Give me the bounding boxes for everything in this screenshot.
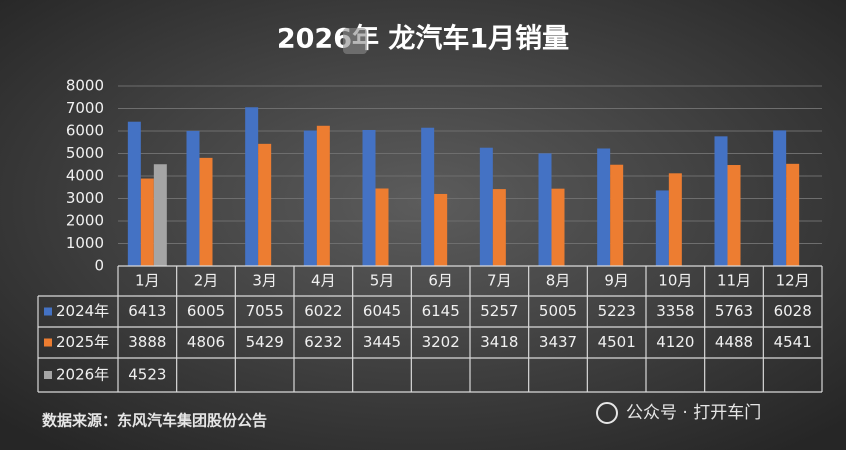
table-value: 4541 (774, 333, 812, 351)
bar (727, 165, 741, 266)
bar (597, 148, 611, 266)
y-tick-label: 6000 (66, 122, 104, 140)
legend-swatch (44, 338, 52, 347)
table-value: 4523 (128, 366, 166, 384)
bar (434, 193, 448, 266)
legend-label: 2025年 (56, 333, 109, 351)
y-tick-label: 1000 (66, 234, 104, 252)
bar (421, 127, 435, 266)
bar (375, 188, 389, 266)
table-value: 4120 (656, 333, 694, 351)
bar (610, 164, 624, 266)
x-tick-label: 11月 (717, 272, 751, 290)
table-value: 3358 (656, 302, 694, 320)
bar (655, 190, 669, 266)
table-value: 6028 (774, 302, 812, 320)
x-tick-label: 6月 (428, 272, 453, 290)
table-value: 3437 (539, 333, 577, 351)
table-value: 6145 (422, 302, 460, 320)
bar (153, 164, 167, 266)
bar (714, 136, 728, 266)
table-value: 4488 (715, 333, 753, 351)
table-value: 5005 (539, 302, 577, 320)
y-tick-label: 7000 (66, 99, 104, 117)
y-tick-label: 4000 (66, 167, 104, 185)
bar (186, 130, 200, 266)
bar (258, 143, 272, 266)
x-tick-label: 12月 (776, 272, 810, 290)
table-value: 6022 (304, 302, 342, 320)
bar (245, 107, 259, 266)
blur-patch (343, 28, 367, 54)
x-tick-label: 9月 (604, 272, 629, 290)
bar (538, 153, 552, 266)
table-value: 6413 (128, 302, 166, 320)
x-tick-label: 3月 (252, 272, 277, 290)
bar (773, 130, 787, 266)
table-value: 6005 (187, 302, 225, 320)
y-tick-label: 2000 (66, 212, 104, 230)
watermark: 公众号 · 打开车门 (626, 403, 761, 423)
bar (492, 189, 506, 266)
table-value: 7055 (246, 302, 284, 320)
y-tick-label: 0 (94, 257, 104, 275)
bar (479, 147, 493, 266)
bar (786, 163, 800, 266)
x-tick-label: 1月 (135, 272, 160, 290)
wechat-icon (596, 402, 618, 424)
y-tick-label: 5000 (66, 144, 104, 162)
x-tick-label: 4月 (311, 272, 336, 290)
y-tick-label: 3000 (66, 189, 104, 207)
table-value: 3445 (363, 333, 401, 351)
table-value: 5257 (480, 302, 518, 320)
x-tick-label: 8月 (546, 272, 571, 290)
table-value: 6232 (304, 333, 342, 351)
table-value: 5429 (246, 333, 284, 351)
legend-swatch (44, 371, 52, 379)
table-value: 3202 (422, 333, 460, 351)
bar (316, 125, 330, 266)
table-value: 4501 (598, 333, 636, 351)
bar (362, 129, 376, 266)
x-tick-label: 2月 (194, 272, 219, 290)
bar (551, 188, 565, 266)
table-value: 6045 (363, 302, 401, 320)
bar (199, 157, 213, 266)
bar (140, 178, 154, 266)
bar (668, 173, 682, 266)
y-tick-label: 8000 (66, 77, 104, 95)
x-tick-label: 10月 (658, 272, 692, 290)
table-value: 4806 (187, 333, 225, 351)
x-tick-label: 5月 (370, 272, 395, 290)
table-value: 5223 (598, 302, 636, 320)
legend-swatch (44, 307, 52, 316)
source-note: 数据来源：东风汽车集团股份公告 (42, 412, 267, 430)
table-value: 3888 (128, 333, 166, 351)
table-value: 3418 (480, 333, 518, 351)
legend-label: 2024年 (56, 302, 109, 320)
legend-label: 2026年 (56, 366, 109, 384)
bar (127, 121, 141, 267)
table-value: 5763 (715, 302, 753, 320)
chart-title: 2026年 龙汽车1月销量 (277, 23, 569, 55)
x-tick-label: 7月 (487, 272, 512, 290)
bar (303, 130, 317, 266)
